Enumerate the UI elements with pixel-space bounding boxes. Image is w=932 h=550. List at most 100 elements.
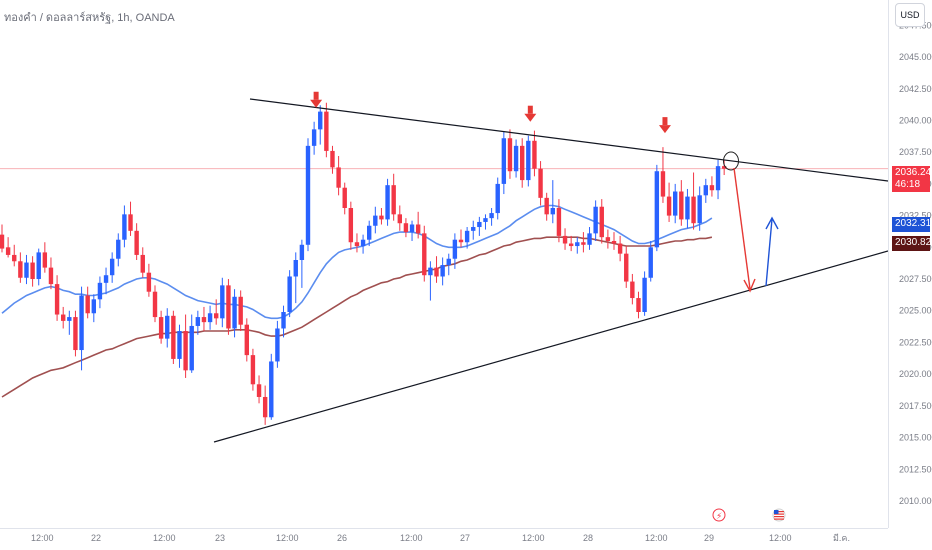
candle-body (0, 234, 5, 249)
candle-body (30, 262, 35, 280)
resistance-trendline (249, 98, 888, 182)
candle-body (587, 233, 592, 245)
candle-body (721, 166, 727, 169)
candle-body (128, 214, 133, 231)
candle-body (697, 195, 702, 224)
countdown: 46:18 (895, 179, 921, 190)
candle-body (330, 150, 335, 168)
candle-body (568, 243, 574, 247)
candle-body (287, 276, 292, 312)
candle-body (42, 252, 48, 268)
us-flag-stripe (774, 518, 784, 520)
candle-body (703, 185, 708, 196)
candle-body (91, 299, 96, 314)
candle-body (679, 191, 684, 220)
candle-body (391, 185, 396, 215)
x-tick-label: 12:00 (769, 533, 792, 543)
y-tick-label: 2022.500 (899, 337, 932, 347)
candle-body (281, 312, 286, 329)
candle-body (630, 281, 635, 299)
down-marker-icon (524, 113, 537, 122)
x-tick-label: 22 (91, 533, 101, 543)
x-tick-label: 26 (337, 533, 347, 543)
candle-body (532, 140, 537, 169)
candle-body (12, 254, 17, 262)
candle-body (36, 252, 41, 280)
y-tick-label: 2040.000 (899, 115, 932, 125)
candle-body (293, 260, 298, 277)
us-flag-stripe (774, 516, 784, 518)
candle-body (165, 315, 170, 339)
candle-body (624, 253, 629, 282)
candle-body (122, 214, 127, 240)
down-marker-icon (662, 117, 668, 126)
x-tick-label: 12:00 (276, 533, 299, 543)
candle-body (275, 328, 280, 362)
candle-body (256, 384, 262, 397)
candle-body (342, 187, 347, 208)
ma-fast-tag: 2032.317 (892, 217, 932, 232)
candle-body (642, 277, 647, 312)
candle-body (434, 267, 439, 277)
flash-event-icon (712, 508, 726, 522)
candle-body (691, 196, 696, 224)
y-tick-label: 2015.000 (899, 433, 932, 443)
candle-body (232, 296, 237, 329)
ma-fast-value: 2032.317 (895, 218, 932, 229)
candle-body (660, 171, 666, 197)
candle-body (520, 145, 525, 181)
x-tick-label: 27 (460, 533, 470, 543)
candle-body (513, 145, 519, 172)
x-tick-label: 12:00 (31, 533, 54, 543)
candle-body (318, 111, 323, 130)
candle-body (207, 313, 213, 323)
candle-body (648, 247, 653, 278)
candle-body (226, 285, 231, 329)
x-tick-label: 12:00 (522, 533, 545, 543)
candle-body (428, 267, 433, 276)
candle-body (452, 239, 458, 259)
candle-body (171, 315, 176, 359)
currency-button[interactable]: USD (895, 3, 925, 27)
candle-body (48, 267, 54, 285)
down-marker-icon (658, 125, 671, 134)
x-tick-label: 12:00 (400, 533, 423, 543)
candle-body (446, 258, 451, 266)
us-flag-stripe (774, 511, 784, 513)
candle-body (593, 206, 598, 234)
candle-body (116, 239, 121, 259)
candle-body (238, 296, 243, 325)
candle-body (354, 242, 360, 247)
candle-body (85, 295, 90, 314)
candle-body (538, 168, 543, 198)
last-price: 2036.240 (895, 167, 932, 178)
candle-body (262, 396, 268, 418)
candle-body (544, 197, 549, 215)
candle-body (24, 262, 29, 278)
y-tick-label: 2027.500 (899, 274, 932, 284)
candle-body (324, 111, 329, 151)
candle-body (158, 317, 164, 339)
candle-body (507, 138, 513, 172)
candle-body (422, 233, 427, 276)
candle-body (556, 208, 562, 236)
candle-body (250, 355, 256, 385)
candle-body (495, 183, 500, 214)
candle-body (617, 243, 623, 254)
candle-body (605, 237, 611, 241)
arrowhead-icon (765, 216, 779, 230)
y-tick-label: 2010.000 (899, 496, 932, 506)
candle-body (709, 185, 715, 191)
candle-body (367, 225, 372, 240)
down-marker-icon (313, 91, 319, 100)
candle-body (146, 272, 152, 292)
candle-body (415, 224, 421, 234)
candle-body (373, 215, 378, 226)
candle-body (152, 291, 158, 318)
candle-body (305, 145, 311, 245)
candle-body (599, 206, 604, 238)
candle-body (501, 138, 507, 184)
candle-body (666, 196, 672, 216)
candle-body (715, 166, 721, 191)
